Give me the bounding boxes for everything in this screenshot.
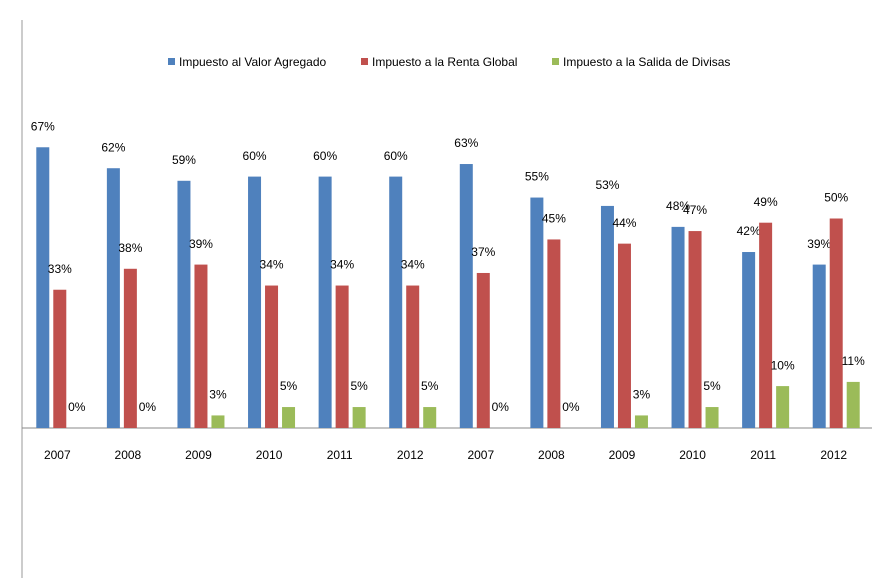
- bar: [352, 407, 366, 428]
- value-label: 3%: [209, 388, 227, 402]
- value-label: 49%: [754, 195, 778, 209]
- value-label: 60%: [384, 149, 408, 163]
- value-label: 55%: [525, 170, 549, 184]
- value-label: 0%: [562, 400, 580, 414]
- bar: [530, 197, 544, 428]
- bar: [476, 272, 490, 428]
- legend-label: Impuesto al Valor Agregado: [179, 55, 327, 69]
- bar: [282, 407, 296, 428]
- bar: [742, 252, 756, 428]
- x-tick-label: 2008: [115, 448, 142, 462]
- bar: [53, 289, 67, 428]
- value-label: 34%: [330, 258, 354, 272]
- bar: [318, 176, 332, 428]
- value-label: 5%: [280, 379, 298, 393]
- legend-label: Impuesto a la Salida de Divisas: [563, 55, 730, 69]
- value-label: 44%: [612, 216, 636, 230]
- x-tick-label: 2010: [679, 448, 706, 462]
- value-label: 42%: [737, 224, 761, 238]
- bar: [634, 415, 648, 428]
- bar: [406, 285, 420, 428]
- value-label: 5%: [350, 379, 368, 393]
- value-label: 60%: [313, 149, 337, 163]
- bar: [705, 407, 719, 428]
- bar: [829, 218, 843, 428]
- bar: [688, 231, 702, 428]
- value-label: 39%: [189, 237, 213, 251]
- x-tick-label: 2009: [609, 448, 636, 462]
- bar: [36, 147, 50, 428]
- bar: [248, 176, 262, 428]
- bar: [177, 180, 191, 428]
- legend-swatch: [168, 58, 175, 65]
- value-label: 34%: [401, 258, 425, 272]
- bar: [600, 205, 614, 428]
- value-label: 0%: [492, 400, 510, 414]
- value-label: 11%: [842, 354, 865, 368]
- value-label: 34%: [260, 258, 284, 272]
- x-tick-label: 2009: [185, 448, 212, 462]
- value-label: 60%: [243, 149, 267, 163]
- bar: [846, 381, 860, 428]
- bar: [211, 415, 225, 428]
- bar: [759, 222, 773, 428]
- value-label: 37%: [471, 245, 495, 259]
- value-label: 0%: [68, 400, 86, 414]
- value-label: 59%: [172, 153, 196, 167]
- bar: [547, 239, 561, 428]
- value-label: 0%: [139, 400, 157, 414]
- value-label: 3%: [633, 388, 651, 402]
- x-tick-label: 2012: [820, 448, 847, 462]
- bar: [194, 264, 208, 428]
- legend-swatch: [552, 58, 559, 65]
- value-label: 33%: [48, 262, 72, 276]
- value-label: 63%: [454, 136, 478, 150]
- value-label: 38%: [118, 241, 142, 255]
- bar: [776, 386, 790, 428]
- bar: [423, 407, 437, 428]
- value-label: 45%: [542, 212, 566, 226]
- bar: [812, 264, 826, 428]
- value-label: 48%: [666, 199, 690, 213]
- value-label: 10%: [771, 358, 795, 372]
- value-label: 62%: [101, 140, 125, 154]
- value-label: 5%: [703, 379, 721, 393]
- bar: [265, 285, 279, 428]
- x-tick-label: 2012: [397, 448, 424, 462]
- bar: [389, 176, 403, 428]
- x-tick-label: 2008: [538, 448, 565, 462]
- value-label: 53%: [595, 178, 619, 192]
- legend-label: Impuesto a la Renta Global: [372, 55, 517, 69]
- bar: [617, 243, 631, 428]
- x-tick-label: 2007: [467, 448, 494, 462]
- value-label: 50%: [824, 191, 848, 205]
- value-label: 39%: [807, 237, 831, 251]
- x-tick-label: 2010: [256, 448, 283, 462]
- x-tick-label: 2011: [327, 448, 353, 462]
- bar: [335, 285, 349, 428]
- bar: [106, 168, 120, 428]
- bar: [671, 226, 685, 428]
- x-tick-label: 2011: [750, 448, 776, 462]
- value-label: 47%: [683, 203, 707, 217]
- legend-swatch: [361, 58, 368, 65]
- bar: [123, 268, 137, 428]
- bar: [459, 164, 473, 428]
- value-label: 5%: [421, 379, 439, 393]
- x-tick-label: 2007: [44, 448, 71, 462]
- value-label: 67%: [31, 119, 55, 133]
